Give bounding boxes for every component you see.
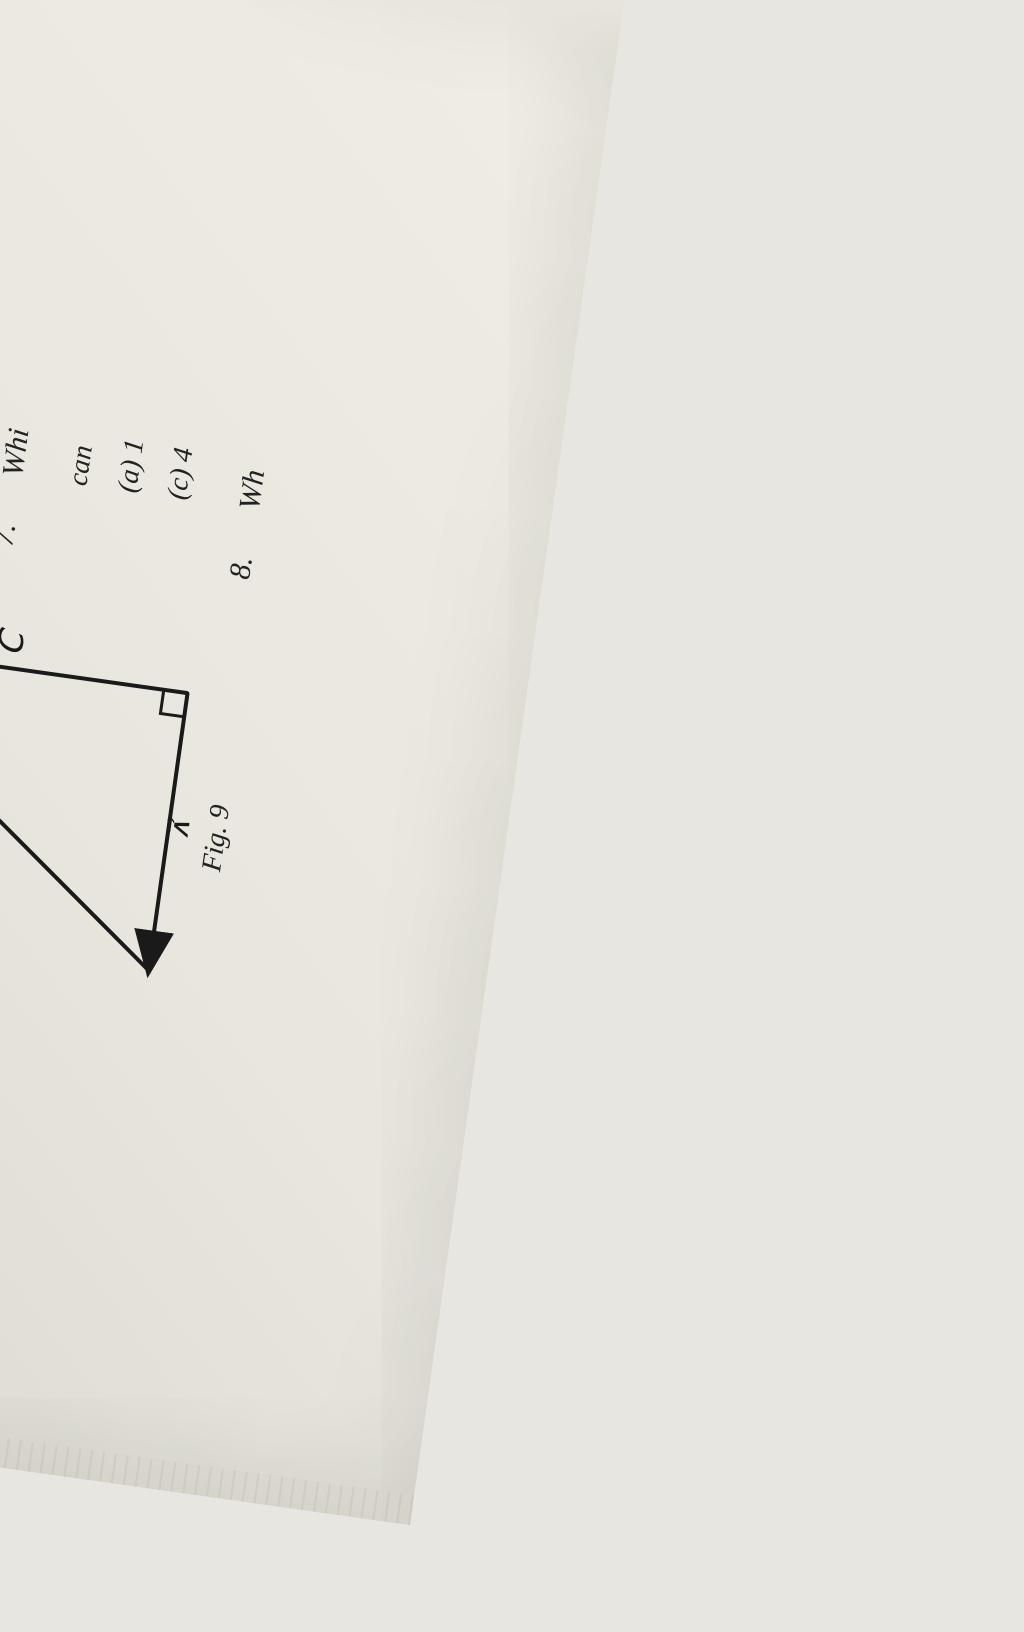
q8-number: 8. [223,537,262,581]
q7-number: 7. [0,504,25,548]
left-column: 1. In the adjoining vector dia- gram, wh… [0,562,272,1429]
right-column: 6. A for (î + ĵ total (a) √3 (c) √1 7. W… [0,0,359,604]
page-container: TOPIC- VECTORS ASSIGNMENT-1 1. In the ad… [0,0,624,1525]
right-angle-box [160,689,187,716]
figure-9: B⃗ C⃗ A⃗ Fig. 9 [0,597,233,1015]
q7-text: Whi [0,426,36,479]
q8-text: Wh [233,468,272,512]
content-columns: 1. In the adjoining vector dia- gram, wh… [0,0,359,1430]
triangle-svg: B⃗ C⃗ A⃗ [0,597,213,1012]
label-C: C⃗ [0,625,33,658]
